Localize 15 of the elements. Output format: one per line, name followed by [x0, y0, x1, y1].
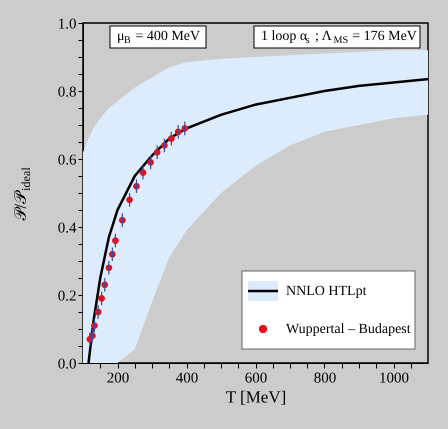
x-tick-label: 800 — [314, 370, 336, 386]
x-tick-label: 400 — [176, 370, 198, 386]
y-tick-label: 0.4 — [58, 220, 77, 236]
x-tick-label: 1000 — [379, 370, 409, 386]
legend-label: Wuppertal – Budapest — [286, 322, 411, 337]
x-tick-label: 600 — [244, 370, 268, 386]
x-axis-title: T [MeV] — [226, 388, 286, 406]
y-axis-title: 𝒫/𝒫ideal — [11, 166, 34, 221]
y-tick-label: 0.8 — [58, 84, 76, 100]
x-tick-label: 200 — [106, 370, 130, 386]
y-tick-label: 0.6 — [58, 152, 77, 168]
y-tick-label: 0.2 — [58, 288, 76, 304]
y-tick-label: 0.0 — [58, 356, 76, 372]
legend-label: NNLO HTLpt — [286, 284, 367, 299]
y-tick-label: 1.0 — [58, 16, 76, 32]
